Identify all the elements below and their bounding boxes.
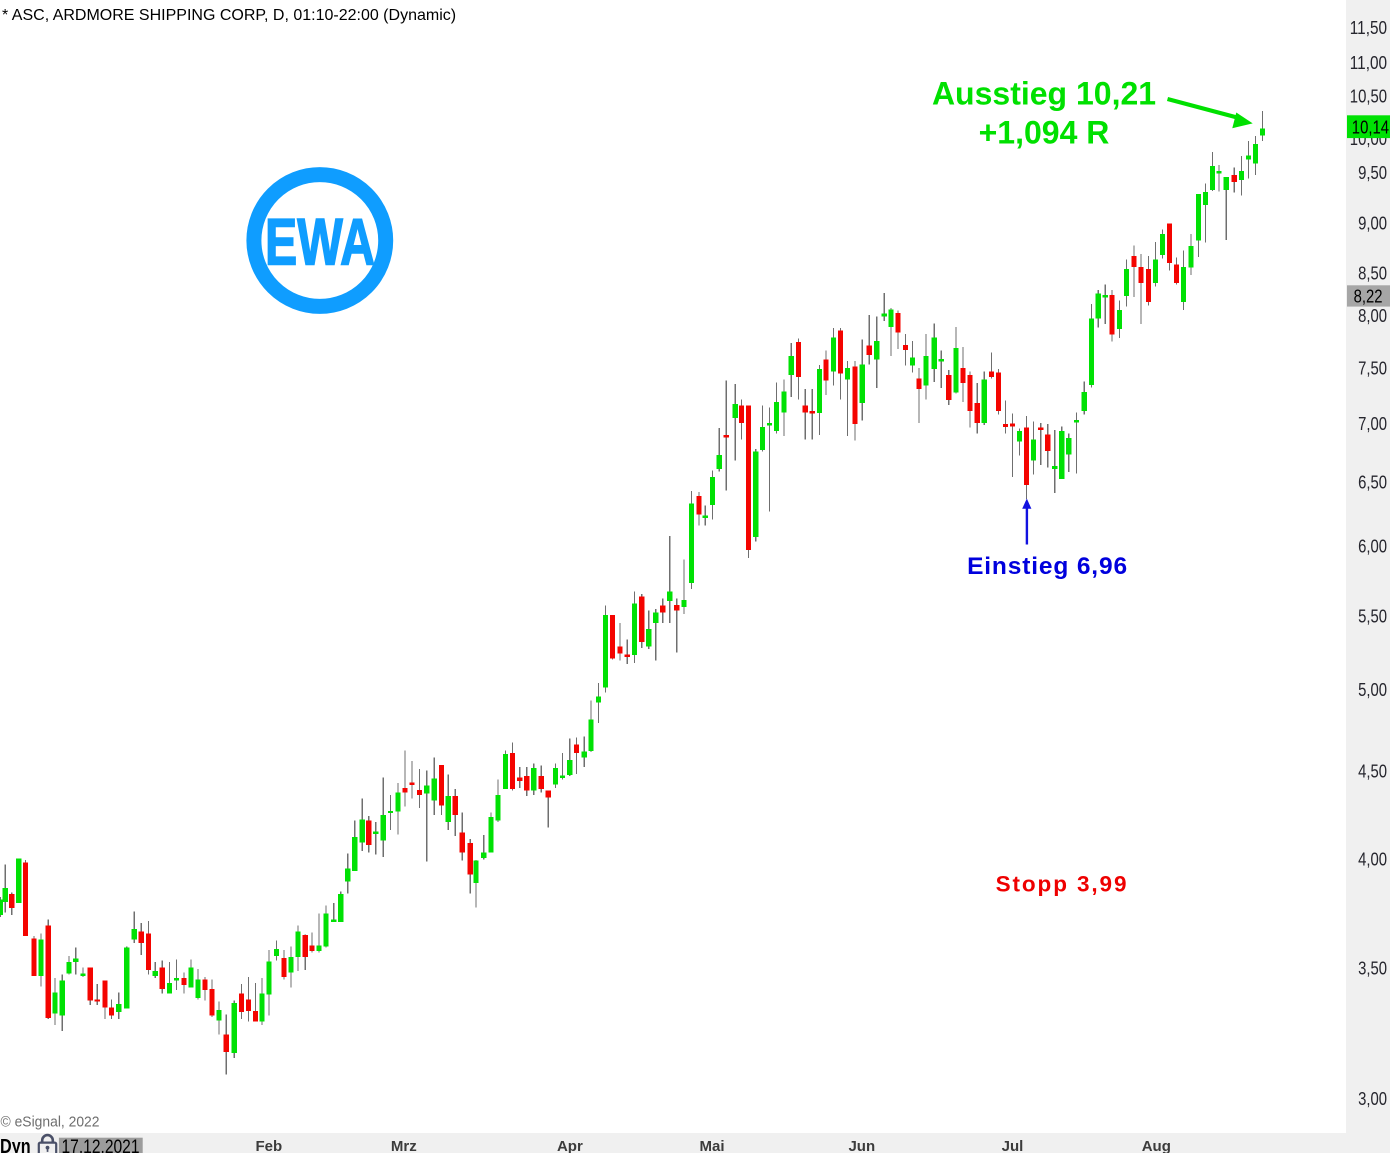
svg-text:6,00: 6,00 — [1358, 536, 1387, 556]
svg-text:5,00: 5,00 — [1358, 680, 1387, 700]
svg-text:Dyn: Dyn — [0, 1134, 31, 1153]
svg-text:+1,094 R: +1,094 R — [979, 115, 1110, 151]
svg-text:3,50: 3,50 — [1358, 959, 1387, 979]
svg-text:5,50: 5,50 — [1358, 607, 1387, 627]
svg-text:6,50: 6,50 — [1358, 472, 1387, 492]
svg-text:17.12.2021: 17.12.2021 — [62, 1137, 140, 1153]
svg-text:8,00: 8,00 — [1358, 306, 1387, 326]
svg-text:Jun: Jun — [848, 1138, 875, 1153]
svg-text:11,00: 11,00 — [1350, 53, 1387, 73]
svg-text:Ausstieg 10,21: Ausstieg 10,21 — [932, 75, 1156, 111]
svg-text:Aug: Aug — [1142, 1138, 1171, 1153]
svg-text:* ASC, ARDMORE SHIPPING CORP,: * ASC, ARDMORE SHIPPING CORP, D, 01:10-2… — [2, 7, 456, 24]
svg-text:© eSignal, 2022: © eSignal, 2022 — [1, 1114, 100, 1131]
svg-text:7,00: 7,00 — [1358, 414, 1387, 434]
svg-text:Mrz: Mrz — [391, 1138, 417, 1153]
svg-text:3,00: 3,00 — [1358, 1089, 1387, 1109]
svg-text:4,50: 4,50 — [1358, 761, 1387, 781]
svg-text:Mai: Mai — [699, 1138, 724, 1153]
svg-text:Jul: Jul — [1002, 1138, 1024, 1153]
svg-text:EWA: EWA — [265, 205, 375, 279]
svg-text:Einstieg 6,96: Einstieg 6,96 — [967, 553, 1128, 580]
svg-text:10,14: 10,14 — [1352, 118, 1389, 138]
svg-text:Feb: Feb — [255, 1138, 282, 1153]
svg-text:11,50: 11,50 — [1350, 18, 1387, 38]
svg-text:10,50: 10,50 — [1350, 87, 1387, 107]
svg-text:4,00: 4,00 — [1358, 849, 1387, 869]
svg-text:9,50: 9,50 — [1358, 163, 1387, 183]
svg-text:Apr: Apr — [557, 1138, 583, 1153]
svg-text:7,50: 7,50 — [1358, 358, 1387, 378]
svg-text:8,50: 8,50 — [1358, 263, 1387, 283]
svg-text:8,22: 8,22 — [1354, 286, 1383, 306]
svg-text:9,00: 9,00 — [1358, 213, 1387, 233]
svg-text:Stopp 3,99: Stopp 3,99 — [996, 871, 1129, 896]
